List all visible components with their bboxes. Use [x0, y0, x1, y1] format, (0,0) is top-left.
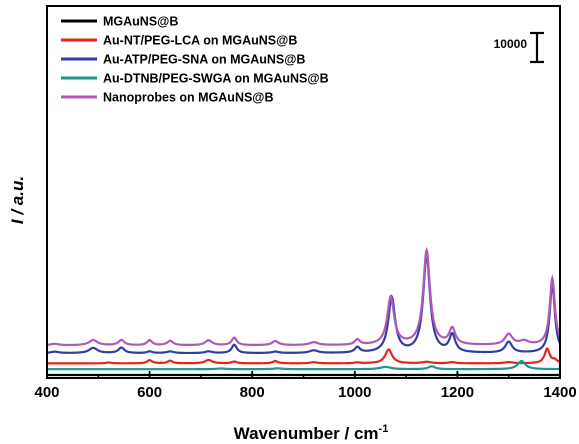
x-tick-label: 400	[34, 384, 59, 401]
x-axis-title: Wavenumber / cm-1	[234, 423, 389, 443]
series-line-2	[47, 347, 561, 365]
x-tick-label: 1200	[441, 384, 474, 401]
series-line-3	[46, 251, 562, 355]
x-tick-label: 1400	[543, 384, 576, 401]
scale-bar: 10000	[494, 31, 544, 64]
legend-label: Au-DTNB/PEG-SWGA on MGAuNS@B	[103, 72, 329, 86]
legend-label: Nanoprobes on MGAuNS@B	[103, 91, 274, 105]
x-axis-ticks: 400 600 800 1000 1200 1400	[34, 371, 577, 401]
scale-bar-label: 10000	[494, 37, 528, 51]
x-tick-label: 1000	[338, 384, 371, 401]
x-tick-label: 800	[240, 384, 265, 401]
legend-label: MGAuNS@B	[103, 15, 178, 29]
series-lines	[46, 246, 562, 377]
series-line-4	[47, 359, 560, 371]
x-tick-label: 600	[137, 384, 162, 401]
legend-label: Au-NT/PEG-LCA on MGAuNS@B	[103, 34, 297, 48]
y-axis-title: I / a.u.	[8, 176, 27, 224]
legend-label: Au-ATP/PEG-SNA on MGAuNS@B	[103, 53, 305, 67]
legend: MGAuNS@B Au-NT/PEG-LCA on MGAuNS@B Au-ATP/…	[61, 15, 329, 105]
series-line-5	[46, 246, 562, 347]
